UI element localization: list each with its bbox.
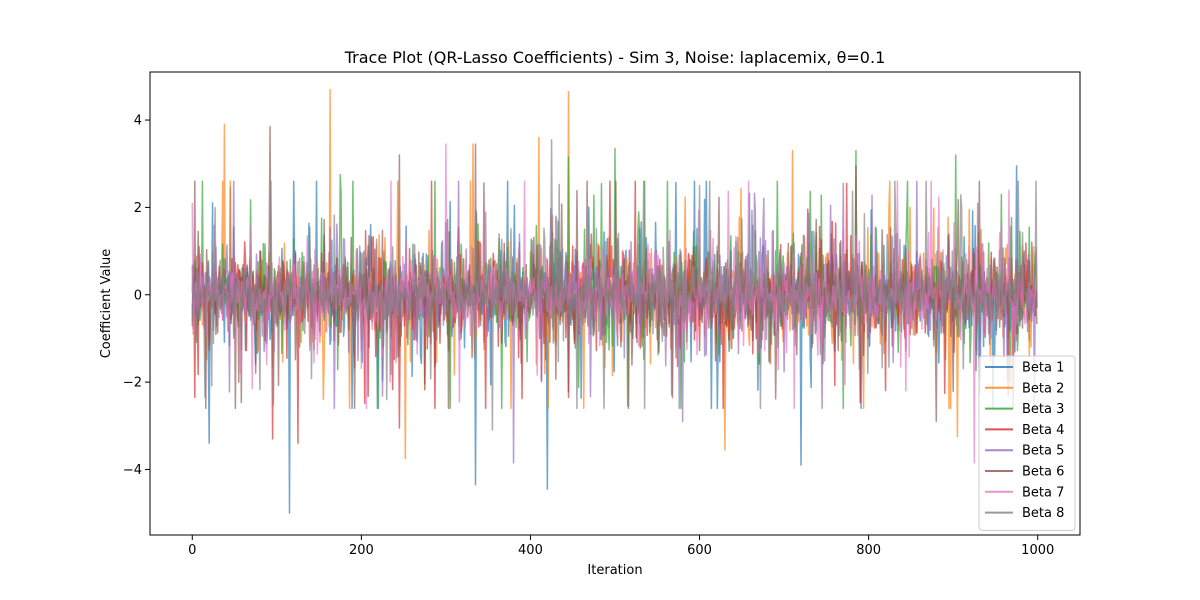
chart-title: Trace Plot (QR-Lasso Coefficients) - Sim… <box>344 48 886 67</box>
series-layer <box>191 88 1038 514</box>
x-tick-label: 400 <box>518 543 543 558</box>
y-axis: −4 −2 0 2 4 <box>123 114 150 478</box>
y-tick-label: 2 <box>134 201 142 216</box>
legend-label: Beta 3 <box>1022 402 1064 417</box>
y-tick-label: −2 <box>123 376 142 391</box>
y-axis-label: Coefficient Value <box>99 249 114 359</box>
y-tick-label: 0 <box>134 288 142 303</box>
legend-label: Beta 2 <box>1022 381 1064 396</box>
legend-label: Beta 8 <box>1022 506 1064 521</box>
x-tick-label: 200 <box>349 543 374 558</box>
legend-label: Beta 4 <box>1022 423 1064 438</box>
axes-frame <box>149 71 1081 536</box>
y-tick-label: −4 <box>123 463 142 478</box>
x-tick-label: 600 <box>687 543 712 558</box>
x-axis: 0 200 400 600 800 1000 <box>188 535 1054 558</box>
plot-area <box>149 71 1081 536</box>
legend-label: Beta 1 <box>1022 361 1064 376</box>
legend-box <box>978 355 1076 531</box>
x-tick-label: 0 <box>188 543 196 558</box>
legend: Beta 1 Beta 2 Beta 3 Beta 4 Beta 5 Beta 6 Beta… <box>978 355 1076 531</box>
series-line-beta-8 <box>191 138 1038 431</box>
legend-label: Beta 5 <box>1022 444 1064 459</box>
legend-label: Beta 6 <box>1022 465 1064 480</box>
legend-label: Beta 7 <box>1022 485 1064 500</box>
x-tick-label: 800 <box>856 543 881 558</box>
x-tick-label: 1000 <box>1021 543 1054 558</box>
y-tick-label: 4 <box>134 114 142 129</box>
x-axis-label: Iteration <box>587 563 642 578</box>
